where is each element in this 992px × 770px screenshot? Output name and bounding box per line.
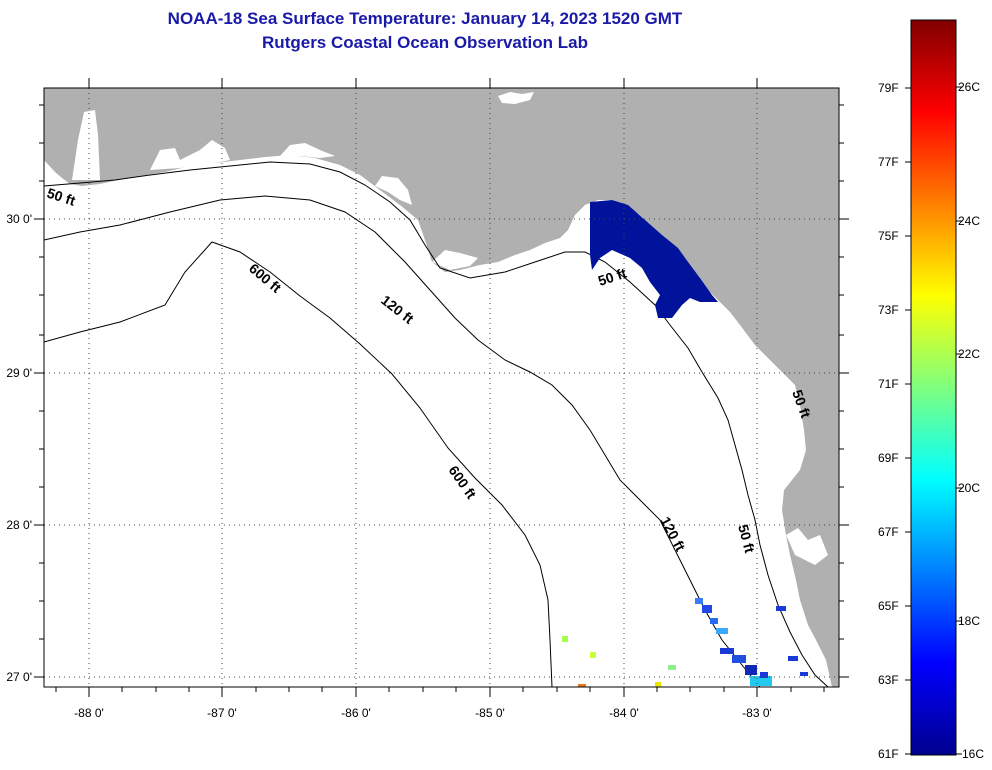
chart-subtitle: Rutgers Coastal Ocean Observation Lab [262,33,588,52]
colorbar-label-f: 61F [878,747,899,761]
lat-label: 27 0' [6,670,32,684]
lon-label: -85 0' [475,706,505,720]
sst-cold-patch [590,200,718,318]
inland-lake [498,92,534,104]
colorbar-label-c: 22C [958,347,980,361]
colorbar-label-f: 65F [878,599,899,613]
colorbar-label-c: 26C [958,80,980,94]
lon-label: -88 0' [74,706,104,720]
lon-label: -83 0' [742,706,772,720]
colorbar-label-f: 71F [878,377,899,391]
colorbar-label-f: 63F [878,673,899,687]
colorbar [910,19,957,756]
lon-label: -84 0' [609,706,639,720]
colorbar-label-f: 69F [878,451,899,465]
colorbar-label-c: 18C [958,614,980,628]
lat-label: 29 0' [6,366,32,380]
contour-label-50ft-south: 50 ft [735,523,758,555]
st-andrew-bay [375,176,412,205]
colorbar-ticks [905,86,962,755]
map-ticks [34,78,849,697]
colorbar-label-f: 75F [878,229,899,243]
pensacola-bay [150,140,230,170]
colorbar-label-f: 77F [878,155,899,169]
colorbar-label-c: 24C [958,214,980,228]
colorbar-label-f: 67F [878,525,899,539]
contour-600ft [44,241,553,687]
colorbar-label-f: 73F [878,303,899,317]
chart-title: NOAA-18 Sea Surface Temperature: January… [167,9,683,28]
colorbar-label-c: 20C [958,481,980,495]
colorbar-label-c: 16C [962,747,984,761]
lat-label: 30 0' [6,212,32,226]
tampa-bay [786,528,828,565]
lon-label: -87 0' [207,706,237,720]
mobile-bay [72,110,100,180]
sst-scattered-pixels [562,598,808,687]
contour-120ft [44,195,761,687]
land-mass [44,88,839,687]
lon-label: -86 0' [341,706,371,720]
apalachee-bay-notch [432,250,478,270]
lat-label: 28 0' [6,518,32,532]
map-frame [43,87,840,688]
choctawhatchee-bay [280,143,335,158]
colorbar-label-f: 79F [878,81,899,95]
